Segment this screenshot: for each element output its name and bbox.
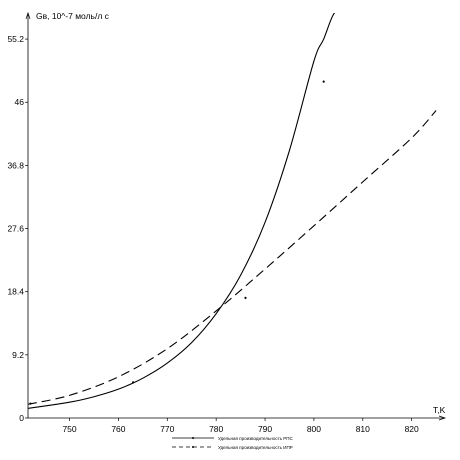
x-tick-label: 800 (307, 424, 321, 434)
y-tick-label: 9.2 (12, 350, 24, 360)
x-tick-label: 770 (160, 424, 174, 434)
ticks: 750 760 770 780 790 800 810 820 0 9.2 18.4 27.6 36.8… (7, 34, 419, 434)
y-tick-label: 36.8 (7, 160, 24, 170)
x-tick-label: 810 (356, 424, 370, 434)
x-tick-label: 750 (62, 424, 76, 434)
legend-label-ipr: Удельная производительность ИПР (218, 445, 293, 450)
x-tick-label: 780 (209, 424, 223, 434)
y-tick-label: 55.2 (7, 34, 24, 44)
y-tick-label: 27.6 (7, 224, 24, 234)
series-marker (244, 296, 247, 299)
y-tick-label: 18.4 (7, 287, 24, 297)
series-marker (29, 402, 32, 405)
x-axis-title: T,K (433, 405, 446, 415)
legend-marker-rps (192, 437, 194, 439)
x-tick-label: 790 (258, 424, 272, 434)
y-axis-title: Gв, 10^-7 моль/л с (36, 11, 110, 21)
legend-marker-ipr (192, 446, 194, 448)
series-line-0 (28, 13, 336, 409)
legend: Удельная производительность РПС Удельная… (172, 436, 293, 450)
x-tick-label: 760 (111, 424, 125, 434)
series-line-1 (28, 110, 437, 405)
axes (25, 11, 447, 421)
x-axis-arrow (438, 415, 447, 421)
series-layer (28, 13, 437, 409)
legend-label-rps: Удельная производительность РПС (218, 436, 293, 441)
series-marker (322, 80, 325, 83)
y-tick-label: 46 (15, 97, 25, 107)
x-tick-label: 820 (405, 424, 419, 434)
y-tick-label: 0 (19, 413, 24, 423)
series-marker (131, 381, 135, 384)
y-axis-arrow (25, 11, 31, 20)
